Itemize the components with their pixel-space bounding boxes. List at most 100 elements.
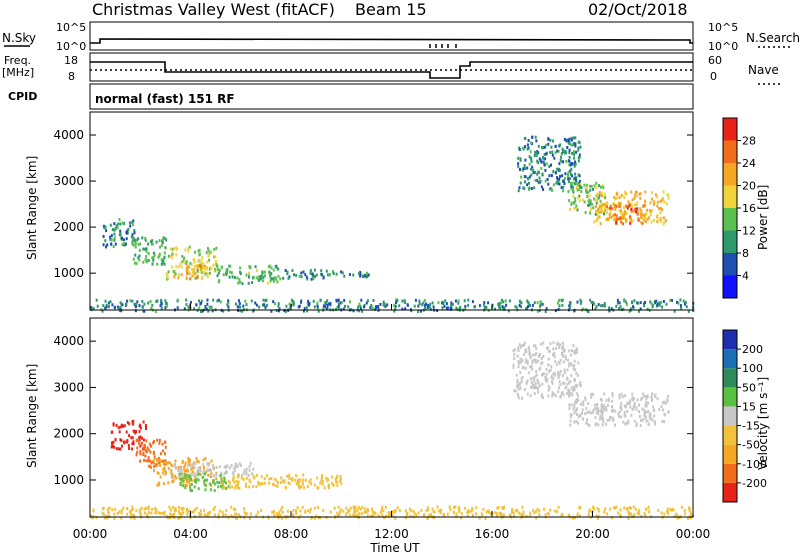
- data-cell: [348, 273, 351, 277]
- data-cell: [625, 219, 628, 223]
- data-cell: [145, 249, 148, 253]
- data-cell: [129, 224, 132, 228]
- data-cell: [200, 265, 203, 269]
- data-cell: [458, 506, 461, 510]
- data-cell: [185, 277, 188, 281]
- data-cell: [568, 199, 571, 203]
- data-cell: [487, 301, 490, 305]
- data-cell: [571, 363, 574, 367]
- data-cell: [494, 307, 496, 311]
- data-cell: [160, 258, 163, 262]
- data-cell: [537, 151, 540, 155]
- data-cell: [304, 478, 307, 482]
- data-cell: [531, 135, 534, 139]
- data-cell: [164, 306, 167, 310]
- colorbar-swatch: [723, 118, 737, 141]
- colorbar-tick-label: 28: [742, 135, 756, 148]
- data-cell: [134, 245, 137, 249]
- data-cell: [570, 161, 573, 165]
- data-cell: [178, 273, 181, 277]
- data-cell: [584, 396, 587, 400]
- data-cell: [484, 517, 487, 520]
- data-cell: [553, 355, 556, 359]
- data-cell: [572, 367, 575, 371]
- data-cell: [560, 186, 563, 190]
- data-cell: [156, 458, 159, 462]
- data-cell: [104, 225, 107, 229]
- data-cell: [191, 269, 194, 273]
- data-cell: [218, 279, 221, 283]
- data-cell: [203, 264, 206, 268]
- data-cell: [189, 489, 192, 492]
- data-cell: [322, 276, 325, 280]
- data-cell: [199, 261, 202, 265]
- data-cell: [527, 305, 529, 309]
- data-cell: [430, 514, 433, 518]
- data-cell: [551, 150, 554, 154]
- data-cell: [192, 510, 195, 514]
- data-cell: [125, 231, 128, 235]
- data-cell: [177, 276, 180, 280]
- data-cell: [554, 171, 557, 175]
- data-cell: [449, 306, 452, 310]
- data-cell: [421, 303, 424, 307]
- data-cell: [559, 394, 562, 398]
- data-cell: [329, 301, 332, 305]
- data-cell: [526, 143, 529, 147]
- data-cell: [594, 212, 597, 216]
- data-cell: [347, 305, 350, 309]
- data-cell: [302, 270, 305, 274]
- data-cell: [550, 187, 553, 190]
- data-cell: [632, 505, 635, 509]
- nave-label: Nave: [748, 63, 779, 77]
- data-cell: [606, 211, 609, 215]
- data-cell: [337, 505, 340, 509]
- data-cell: [558, 380, 561, 384]
- data-cell: [639, 307, 642, 311]
- data-cell: [656, 200, 659, 204]
- data-cell: [574, 368, 577, 372]
- data-cell: [248, 271, 251, 275]
- data-cell: [166, 304, 169, 308]
- data-cell: [600, 304, 603, 308]
- data-cell: [174, 459, 177, 463]
- data-cell: [568, 394, 570, 398]
- data-cell: [313, 516, 316, 520]
- data-cell: [206, 274, 209, 278]
- data-cell: [196, 275, 199, 279]
- data-cell: [574, 160, 576, 164]
- data-cell: [133, 516, 136, 520]
- data-cell: [242, 477, 245, 481]
- data-cell: [577, 361, 580, 365]
- data-cell: [641, 407, 644, 411]
- data-cell: [573, 359, 576, 363]
- data-cell: [180, 512, 183, 516]
- data-cell: [238, 486, 241, 490]
- data-cell: [239, 309, 242, 313]
- data-cell: [165, 470, 167, 474]
- data-cell: [635, 209, 638, 213]
- data-cell: [646, 217, 649, 221]
- data-cell: [328, 483, 330, 487]
- data-cell: [623, 217, 626, 221]
- data-cell: [162, 468, 165, 471]
- data-cell: [188, 509, 191, 513]
- data-cell: [205, 514, 208, 518]
- data-cell: [255, 303, 258, 307]
- data-cell: [566, 391, 569, 395]
- data-cell: [156, 262, 159, 266]
- data-cell: [226, 464, 229, 468]
- data-cell: [278, 513, 281, 517]
- data-cell: [428, 305, 431, 309]
- data-cell: [570, 374, 573, 377]
- data-cell: [125, 242, 127, 246]
- data-cell: [206, 271, 209, 275]
- data-cell: [602, 420, 605, 424]
- data-cell: [183, 259, 186, 263]
- data-cell: [296, 506, 299, 510]
- data-cell: [664, 219, 667, 223]
- data-cell: [581, 411, 583, 415]
- data-cell: [496, 506, 499, 510]
- data-cell: [131, 299, 134, 303]
- data-cell: [609, 507, 612, 511]
